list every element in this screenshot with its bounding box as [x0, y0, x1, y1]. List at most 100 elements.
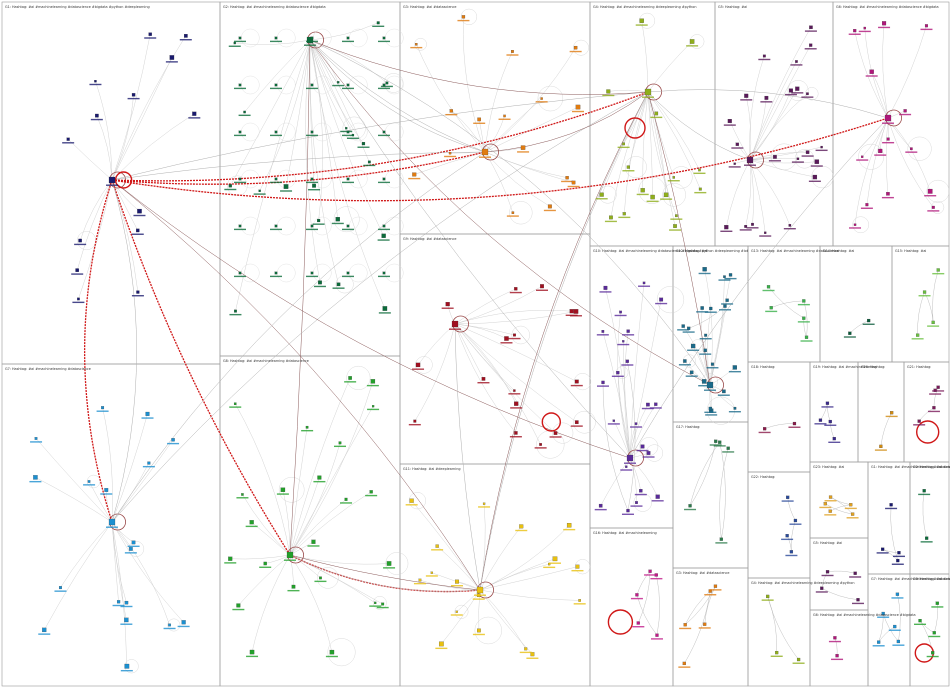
graph-node[interactable]	[101, 406, 105, 410]
graph-node[interactable]	[835, 654, 839, 658]
graph-node[interactable]	[792, 421, 797, 426]
graph-node[interactable]	[310, 36, 314, 40]
graph-node[interactable]	[823, 502, 827, 506]
graph-node[interactable]	[291, 584, 296, 589]
graph-node[interactable]	[802, 316, 806, 320]
graph-node[interactable]	[924, 24, 928, 28]
graph-node[interactable]	[683, 359, 687, 363]
graph-node[interactable]	[524, 647, 528, 651]
graph-node[interactable]	[415, 362, 421, 368]
graph-node[interactable]	[238, 130, 242, 134]
graph-node[interactable]	[825, 570, 830, 574]
graph-node[interactable]	[513, 333, 516, 337]
graph-node[interactable]	[381, 602, 385, 606]
graph-node[interactable]	[310, 177, 314, 181]
graph-node[interactable]	[66, 137, 70, 141]
graph-node[interactable]	[569, 309, 574, 314]
graph-node[interactable]	[849, 503, 853, 507]
graph-node[interactable]	[718, 440, 722, 444]
graph-node[interactable]	[802, 299, 806, 303]
graph-node[interactable]	[238, 177, 242, 181]
graph-node[interactable]	[704, 333, 708, 337]
graph-node[interactable]	[599, 192, 604, 197]
graph-node[interactable]	[936, 385, 940, 389]
graph-node[interactable]	[438, 641, 444, 647]
graph-node[interactable]	[513, 389, 516, 392]
graph-node[interactable]	[732, 365, 737, 370]
graph-node[interactable]	[238, 271, 242, 275]
graph-node[interactable]	[814, 159, 820, 164]
graph-node[interactable]	[171, 438, 175, 442]
graph-node[interactable]	[853, 223, 857, 226]
graph-node[interactable]	[598, 503, 603, 508]
graph-node[interactable]	[236, 603, 241, 608]
graph-node[interactable]	[274, 271, 278, 275]
graph-node[interactable]	[895, 592, 900, 596]
graph-node[interactable]	[724, 225, 729, 230]
graph-node[interactable]	[636, 621, 640, 625]
graph-node[interactable]	[233, 41, 236, 45]
graph-node[interactable]	[573, 309, 579, 314]
graph-node[interactable]	[766, 285, 771, 289]
graph-node[interactable]	[108, 176, 116, 184]
graph-node[interactable]	[735, 142, 739, 146]
graph-node[interactable]	[703, 622, 707, 626]
graph-node[interactable]	[418, 578, 422, 582]
graph-node[interactable]	[806, 92, 809, 96]
graph-node[interactable]	[663, 192, 669, 198]
graph-node[interactable]	[249, 649, 255, 655]
graph-node[interactable]	[477, 117, 481, 122]
graph-node[interactable]	[773, 155, 777, 159]
graph-node[interactable]	[727, 119, 732, 124]
graph-node[interactable]	[935, 601, 939, 605]
graph-node[interactable]	[788, 224, 792, 227]
graph-node[interactable]	[646, 402, 650, 407]
graph-node[interactable]	[382, 36, 386, 40]
graph-node[interactable]	[504, 336, 509, 341]
graph-node[interactable]	[882, 21, 887, 26]
graph-node[interactable]	[145, 411, 150, 416]
graph-node[interactable]	[725, 298, 729, 302]
graph-node[interactable]	[863, 26, 866, 30]
graph-node[interactable]	[622, 142, 625, 146]
graph-node[interactable]	[511, 211, 515, 214]
graph-node[interactable]	[832, 436, 836, 441]
graph-node[interactable]	[856, 598, 860, 602]
graph-node[interactable]	[927, 188, 933, 194]
graph-node[interactable]	[75, 268, 79, 272]
graph-node[interactable]	[884, 114, 892, 122]
graph-node[interactable]	[719, 537, 723, 541]
graph-node[interactable]	[243, 110, 246, 114]
graph-node[interactable]	[879, 444, 883, 449]
graph-node[interactable]	[312, 183, 316, 188]
graph-node[interactable]	[344, 497, 348, 501]
graph-node[interactable]	[129, 547, 133, 551]
graph-node[interactable]	[263, 561, 267, 566]
graph-node[interactable]	[850, 512, 855, 516]
graph-node[interactable]	[893, 624, 897, 629]
graph-node[interactable]	[415, 43, 418, 46]
graph-node[interactable]	[241, 493, 244, 496]
graph-node[interactable]	[650, 194, 655, 200]
graph-node[interactable]	[409, 498, 414, 503]
graph-node[interactable]	[763, 427, 767, 431]
graph-node[interactable]	[848, 331, 852, 335]
graph-node[interactable]	[228, 184, 232, 188]
graph-node[interactable]	[619, 310, 622, 314]
graph-node[interactable]	[603, 285, 608, 290]
graph-node[interactable]	[698, 168, 701, 172]
graph-node[interactable]	[184, 34, 188, 38]
graph-node[interactable]	[461, 15, 466, 19]
graph-node[interactable]	[382, 271, 386, 275]
graph-node[interactable]	[33, 475, 38, 480]
graph-node[interactable]	[918, 619, 922, 623]
graph-node[interactable]	[626, 508, 630, 513]
graph-node[interactable]	[625, 359, 629, 363]
graph-node[interactable]	[374, 601, 377, 605]
graph-node[interactable]	[655, 633, 659, 637]
graph-node[interactable]	[644, 88, 652, 96]
graph-node[interactable]	[573, 45, 578, 50]
graph-node[interactable]	[346, 224, 350, 228]
graph-node[interactable]	[136, 290, 140, 294]
graph-node[interactable]	[646, 451, 651, 455]
